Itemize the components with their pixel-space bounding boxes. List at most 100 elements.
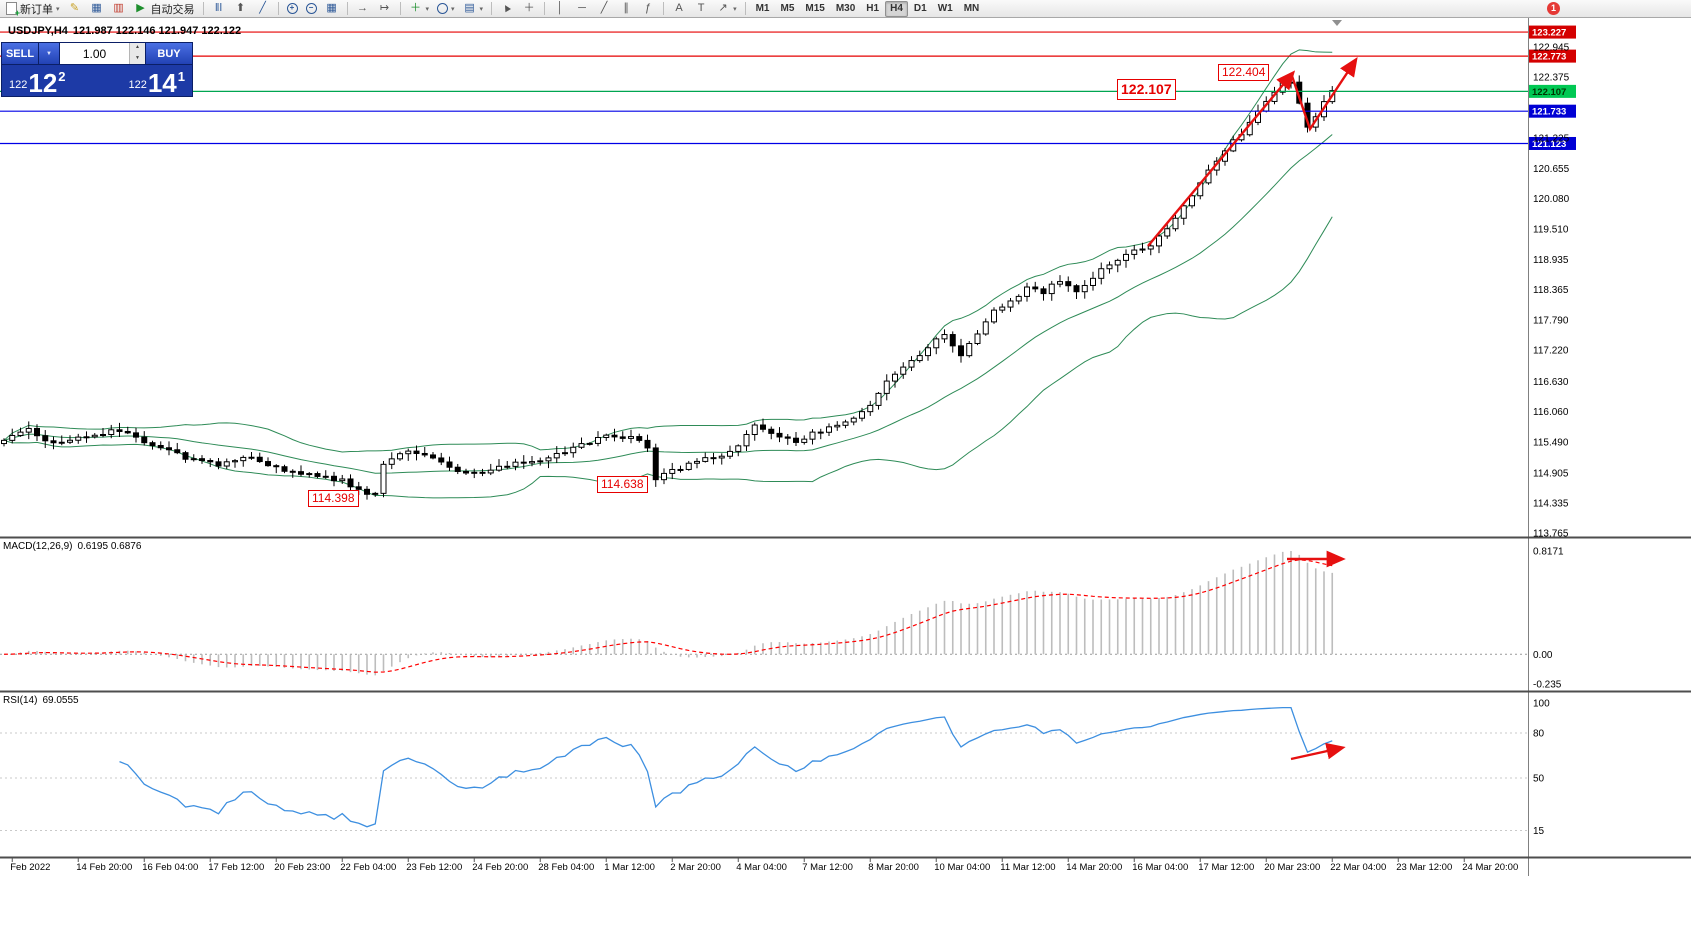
- templates-button[interactable]: ▤ ▾: [460, 1, 487, 16]
- toolbar-separator: [346, 2, 348, 15]
- rsi-axis-label: 100: [1533, 699, 1550, 710]
- auto-scroll-button[interactable]: →: [353, 1, 373, 16]
- sell-button[interactable]: SELL: [2, 43, 38, 64]
- rsi-axis-label: 80: [1533, 729, 1545, 740]
- buy-price[interactable]: 122 14 1: [128, 69, 185, 97]
- cursor-button[interactable]: ▲: [497, 0, 517, 16]
- crosshair-button[interactable]: ＋: [519, 1, 539, 16]
- zoom-out-button[interactable]: −: [303, 1, 320, 16]
- market-watch-button[interactable]: ▦: [87, 1, 107, 16]
- toolbar-separator: [544, 2, 546, 15]
- svg-text:121.123: 121.123: [1532, 139, 1566, 150]
- autotrading-label: 自动交易: [150, 3, 195, 16]
- notification-badge[interactable]: 1: [1547, 2, 1560, 15]
- tile-windows-button[interactable]: ▦: [322, 1, 342, 16]
- time-axis-label: 14 Mar 20:00: [1066, 862, 1122, 873]
- tile-windows-icon: ▦: [326, 2, 337, 14]
- macd-axis-label: 0.00: [1533, 650, 1553, 661]
- buy-button[interactable]: BUY: [145, 43, 192, 64]
- caret-down-icon: ▾: [56, 5, 60, 13]
- axis-price-box: [1529, 25, 1576, 39]
- timeframe-button-m15[interactable]: M15: [805, 2, 825, 14]
- time-axis-label: 4 Mar 04:00: [736, 862, 787, 873]
- vertical-line-button[interactable]: │: [550, 1, 570, 16]
- time-axis-label: 16 Mar 04:00: [1132, 862, 1188, 873]
- bar-chart-icon: ǁǀ: [214, 2, 223, 14]
- cursor-icon: ▲: [499, 0, 515, 16]
- channel-button[interactable]: ∥: [616, 1, 636, 16]
- trend-arrow: [1290, 742, 1346, 761]
- price-axis-label: 118.935: [1533, 255, 1569, 266]
- sell-price-pip: 2: [58, 69, 66, 84]
- macd-signal-line: [3, 559, 1333, 673]
- volume-down-button[interactable]: ▼: [135, 54, 140, 61]
- periods-button[interactable]: ▾: [434, 1, 458, 16]
- toolbar-separator: [744, 2, 746, 15]
- autotrading-button[interactable]: ▶ 自动交易: [131, 1, 198, 16]
- macd-values: 0.6195 0.6876: [77, 541, 142, 552]
- timeframe-button-m30[interactable]: M30: [835, 2, 856, 14]
- timeframe-button-h1[interactable]: H1: [866, 2, 880, 14]
- bar-chart-button[interactable]: ǁǀ: [209, 1, 229, 16]
- macd-label: MACD(12,26,9) 0.6195 0.6876: [3, 541, 141, 552]
- terminal-button[interactable]: ▥: [109, 1, 129, 16]
- toolbar-separator: [202, 2, 204, 15]
- price-axis-label: 120.655: [1533, 164, 1570, 175]
- caret-down-icon: ▾: [479, 5, 484, 13]
- price-annotation: 122.107: [1117, 79, 1176, 100]
- timeframe-button-d1[interactable]: D1: [913, 2, 927, 14]
- timeframe-button-m5[interactable]: M5: [780, 2, 795, 14]
- macd-axis-label: -0.235: [1533, 679, 1562, 690]
- zoom-in-button[interactable]: +: [284, 1, 301, 16]
- text-label-button[interactable]: T: [691, 1, 711, 16]
- line-chart-button[interactable]: ╱: [253, 1, 273, 16]
- indicators-button[interactable]: ＋ ▾: [406, 1, 433, 16]
- price-axis-label: 117.220: [1533, 346, 1569, 357]
- arrows-tool-button[interactable]: ↗ ▾: [713, 1, 740, 16]
- new-order-button[interactable]: 新订单 ▾: [3, 1, 63, 18]
- fibonacci-icon: ƒ: [645, 2, 652, 14]
- quote-symbol: USDJPY,H4: [8, 25, 68, 37]
- order-options-caret[interactable]: ▼: [38, 43, 60, 64]
- time-axis-label: 16 Feb 04:00: [142, 862, 198, 873]
- time-axis-label: 22 Mar 04:00: [1330, 862, 1386, 873]
- time-axis-label: 24 Feb 20:00: [472, 862, 528, 873]
- trend-arrow: [1147, 70, 1296, 247]
- sell-price[interactable]: 122 12 2: [9, 69, 66, 97]
- svg-text:122.773: 122.773: [1532, 52, 1566, 63]
- volume-up-button[interactable]: ▲: [135, 44, 140, 50]
- chart-shift-marker[interactable]: [1332, 20, 1342, 26]
- arrow-tool-icon: ↗: [718, 2, 728, 14]
- rsi-label: RSI(14) 69.0555: [3, 695, 79, 706]
- bollinger-bands: [3, 49, 1333, 499]
- time-axis-label: 22 Feb 04:00: [340, 862, 396, 873]
- templates-icon: ▤: [464, 2, 475, 14]
- toolbar-separator: [491, 2, 493, 15]
- metaeditor-button[interactable]: ✎: [65, 1, 85, 16]
- buy-price-prefix: 122: [128, 79, 147, 91]
- price-axis-label: 118.365: [1533, 285, 1569, 296]
- buy-price-main: 14: [147, 68, 177, 98]
- toolbar-separator: [663, 2, 665, 15]
- timeframe-button-w1[interactable]: W1: [937, 2, 953, 14]
- volume-stepper: ▲ ▼: [129, 43, 145, 64]
- trendline-button[interactable]: ╱: [594, 1, 614, 16]
- line-chart-icon: ╱: [259, 2, 266, 14]
- clock-icon: [437, 3, 449, 14]
- timeframe-button-m1[interactable]: M1: [755, 2, 770, 14]
- macd-histogram: [11, 551, 1334, 676]
- toolbar-separator: [277, 2, 279, 15]
- timeframe-button-mn[interactable]: MN: [963, 2, 980, 14]
- macd-name: MACD(12,26,9): [3, 541, 73, 552]
- candlestick-chart-button[interactable]: ⬆: [231, 1, 251, 16]
- horizontal-line-button[interactable]: ─: [572, 1, 592, 16]
- text-button[interactable]: A: [669, 1, 689, 16]
- fibonacci-button[interactable]: ƒ: [638, 1, 658, 16]
- timeframe-button-h4[interactable]: H4: [885, 0, 908, 17]
- vertical-line-icon: │: [556, 2, 564, 14]
- sell-price-main: 12: [28, 68, 58, 98]
- caret-down-icon: ▼: [46, 50, 52, 57]
- chart-shift-button[interactable]: ↦: [375, 1, 395, 16]
- volume-input[interactable]: 1.00: [60, 43, 129, 64]
